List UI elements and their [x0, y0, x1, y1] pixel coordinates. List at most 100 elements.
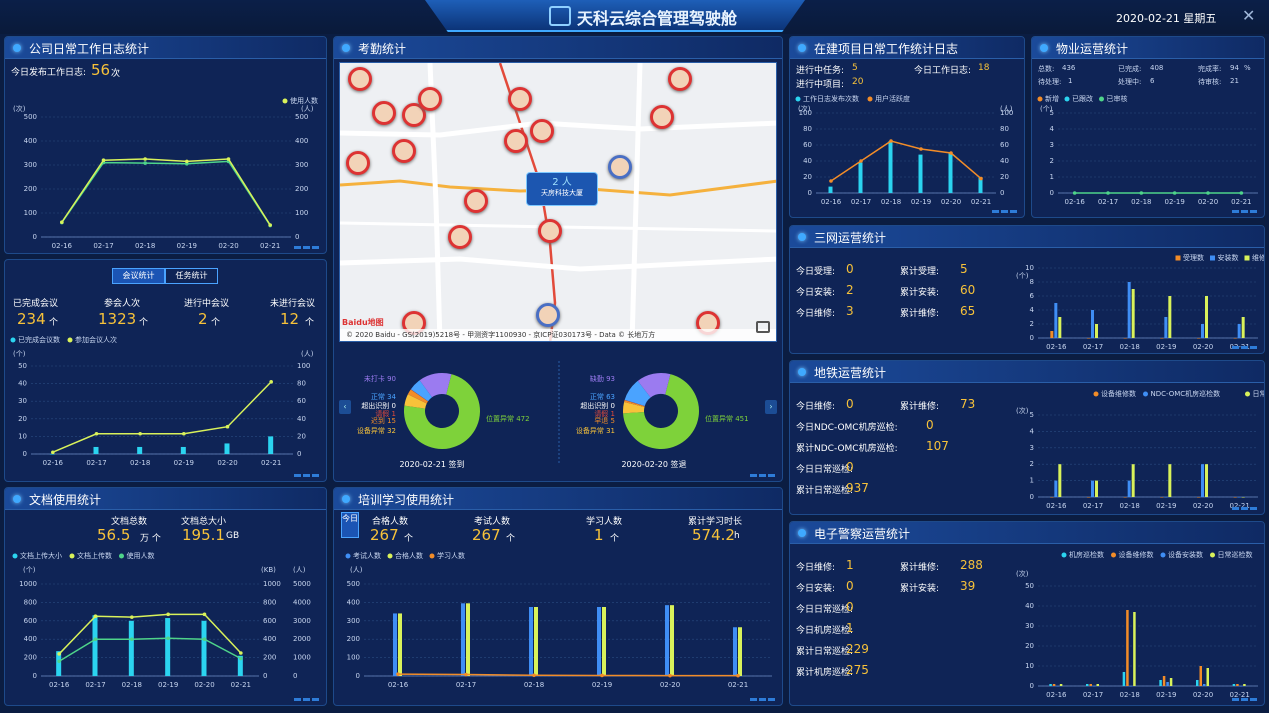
- employee-pin[interactable]: [536, 303, 560, 327]
- tab-meeting-stats[interactable]: 会议统计: [112, 268, 165, 284]
- y2-tick-label: 80: [1000, 125, 1009, 133]
- stat-label: 累计NDC-OMC机房巡检:: [796, 444, 898, 454]
- employee-pin[interactable]: [668, 67, 692, 91]
- employee-pin[interactable]: [402, 103, 426, 127]
- x-tick-label: 02-19: [1156, 343, 1176, 351]
- y-tick-label: 600: [24, 617, 37, 625]
- legend-marker: [1143, 391, 1148, 397]
- bar: [1197, 338, 1200, 339]
- x-tick-label: 02-16: [1046, 343, 1067, 351]
- y-tick-label: 10: [1025, 662, 1034, 670]
- employee-pin[interactable]: [348, 67, 372, 91]
- map-callout[interactable]: 2 人 天房科技大厦: [526, 172, 598, 206]
- legend-label: 新增: [1045, 94, 1059, 103]
- data-point: [60, 220, 64, 224]
- bar: [1131, 289, 1135, 338]
- panel-work-log: 公司日常工作日志统计 今日发布工作日志: 56 次 (次) (人) 使用人数 0 100…: [4, 36, 327, 254]
- chart-training: 考试人数 合格人数 学习人数 (人) 0 100 200 300 400 500 02-16 02-1…: [345, 551, 772, 689]
- data-point: [269, 380, 273, 384]
- y2-axis-title: (人): [1000, 105, 1013, 113]
- y-tick-label: 0: [33, 233, 37, 241]
- pending-label: 待处理:: [1038, 78, 1062, 86]
- bar: [1233, 497, 1237, 498]
- doc-size-label: 文档总大小: [181, 517, 227, 527]
- employee-pin[interactable]: [508, 87, 532, 111]
- employee-pin[interactable]: [346, 151, 370, 175]
- employee-pin[interactable]: [504, 129, 528, 153]
- prev-arrow-icon[interactable]: ‹: [339, 400, 351, 414]
- y-axis-title: (个): [1016, 272, 1029, 280]
- employee-pin[interactable]: [372, 101, 396, 125]
- close-icon[interactable]: ✕: [1242, 6, 1256, 25]
- legend-label: 用户活跃度: [875, 94, 910, 103]
- y2-tick-label: 40: [1000, 157, 1009, 165]
- total-value: 436: [1062, 64, 1076, 72]
- y2-tick-label: 100: [297, 362, 310, 370]
- data-point: [57, 652, 61, 656]
- employee-pin[interactable]: [418, 87, 442, 111]
- bar: [1237, 324, 1241, 338]
- study-hours-value: 574.2: [692, 526, 735, 544]
- next-arrow-icon[interactable]: ›: [765, 400, 777, 414]
- data-point: [949, 151, 953, 155]
- completed-label: 已完成:: [1118, 65, 1142, 73]
- corner-decoration: [1232, 346, 1258, 349]
- doc-total-value: 56.5: [97, 526, 131, 544]
- employee-pin[interactable]: [650, 105, 674, 129]
- unit-label: 个: [506, 534, 516, 544]
- y-tick-label: 50: [1025, 582, 1034, 590]
- employee-pin[interactable]: [448, 225, 472, 249]
- stat-value: 0: [846, 460, 854, 474]
- bar: [1164, 317, 1168, 338]
- data-point: [101, 158, 106, 162]
- stat-label: 今日安装:: [796, 288, 836, 298]
- tab-task-stats[interactable]: 任务统计: [165, 268, 218, 284]
- bar: [1056, 686, 1059, 687]
- legend-label: 参加会议人次: [75, 335, 117, 344]
- y-tick-label: 10: [1025, 264, 1034, 272]
- bar: [137, 446, 143, 454]
- map-caption: © 2020 Baidu - GS(2019)5218号 - 甲测资字11009…: [340, 329, 776, 341]
- panel-metro: 地铁运营统计 设备维修数 NDC-OMC机房巡检数 日常巡检数 (次) 0 1 2 3 4 5 02…: [789, 360, 1265, 515]
- ongoing-tasks-label: 进行中任务:: [796, 66, 845, 76]
- stat-label: 今日维修:: [796, 309, 836, 319]
- pie-title: 2020-02-21 签到: [399, 459, 464, 469]
- stat-label: 累计机房巡检:: [796, 668, 854, 678]
- y-tick-label: 0: [23, 450, 27, 458]
- bar: [268, 436, 274, 454]
- y2-tick-label: 100: [295, 209, 308, 217]
- x-tick-label: 02-20: [1193, 502, 1213, 510]
- bar: [393, 613, 397, 676]
- data-point: [600, 673, 604, 678]
- y2-axis-title: (人): [301, 105, 314, 113]
- employee-pin[interactable]: [530, 119, 554, 143]
- title-dot-icon: [13, 495, 21, 503]
- legend-marker: [67, 337, 73, 343]
- x-tick-label: 02-19: [911, 198, 931, 206]
- employee-pin[interactable]: [392, 139, 416, 163]
- legend-marker: [12, 553, 18, 559]
- pie-slice: [624, 400, 645, 407]
- y-tick-label: 800: [24, 598, 37, 606]
- bar: [1160, 338, 1164, 339]
- legend-marker: [119, 553, 124, 559]
- legend-marker: [1245, 391, 1250, 397]
- bar: [1054, 480, 1058, 497]
- employee-pin[interactable]: [608, 155, 632, 179]
- bar: [529, 607, 533, 676]
- employee-pin[interactable]: [464, 189, 488, 213]
- fullscreen-icon[interactable]: [756, 321, 770, 333]
- y-tick-label: 0: [1030, 682, 1034, 690]
- review-label: 待审核:: [1198, 78, 1222, 86]
- legend-marker: [1160, 552, 1166, 558]
- ongoing-meetings-value: 2: [198, 310, 208, 328]
- bar: [1086, 684, 1089, 686]
- employee-pin[interactable]: [538, 219, 562, 243]
- bar: [128, 620, 134, 676]
- stat-value: 0: [846, 579, 854, 593]
- stat-value: 1: [846, 621, 854, 635]
- data-point: [239, 656, 243, 661]
- learners-label: 学习人数: [586, 517, 623, 527]
- chart-property: 新增 已跟改 已审核 (个) 0 1 2 3 4 5 02-16 02-17 02-18 02-19 02-…: [1037, 94, 1258, 206]
- bar: [534, 607, 538, 676]
